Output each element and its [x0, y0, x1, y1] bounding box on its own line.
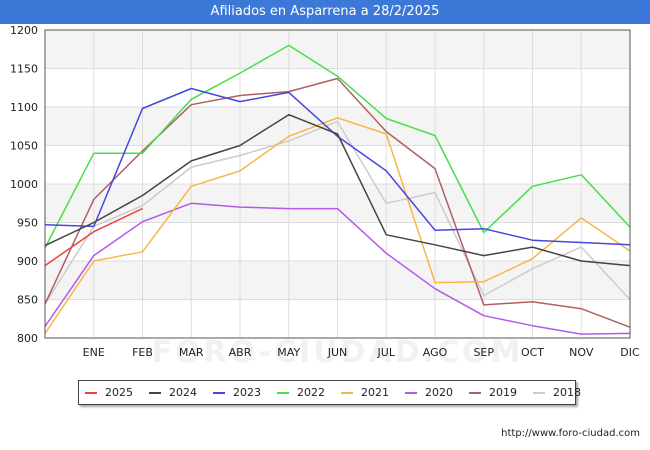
legend-swatch [213, 392, 225, 394]
x-tick-label: NOV [569, 346, 594, 359]
legend-label: 2024 [169, 386, 197, 399]
x-tick-label: JUL [377, 346, 396, 359]
x-tick-label: MAY [277, 346, 300, 359]
source-url[interactable]: http://www.foro-ciudad.com [501, 428, 640, 439]
series-line-2025 [44, 207, 143, 267]
x-tick-label: OCT [521, 346, 544, 359]
series-line-2022 [44, 44, 631, 249]
legend-item-2025: 2025 [85, 381, 133, 404]
series-line-2023 [44, 87, 631, 246]
legend-swatch [533, 392, 545, 394]
x-tick-label: MAR [179, 346, 204, 359]
y-tick-label: 1050 [10, 140, 38, 153]
legend-swatch [149, 392, 161, 394]
series-line-2019 [44, 77, 631, 328]
legend-swatch [469, 392, 481, 394]
legend-item-2024: 2024 [149, 381, 197, 404]
title-bar [0, 0, 650, 24]
y-tick-label: 1000 [10, 178, 38, 191]
series-line-2020 [44, 202, 631, 335]
legend-label: 2025 [105, 386, 133, 399]
legend-swatch [341, 392, 353, 394]
series-line-2018 [44, 120, 631, 305]
legend-label: 2020 [425, 386, 453, 399]
chart-title: Afiliados en Asparrena a 28/2/2025 [210, 4, 440, 19]
legend-swatch [405, 392, 417, 394]
x-tick-label: SEP [473, 346, 494, 359]
legend-item-2018: 2018 [533, 381, 581, 404]
legend-label: 2022 [297, 386, 325, 399]
legend-label: 2019 [489, 386, 517, 399]
y-tick-label: 850 [17, 294, 38, 307]
legend-swatch [277, 392, 289, 394]
legend-item-2022: 2022 [277, 381, 325, 404]
watermark: FORO-CIUDAD.COM [152, 335, 524, 370]
legend-label: 2023 [233, 386, 261, 399]
x-tick-label: DIC [620, 346, 640, 359]
plot-frame [44, 29, 631, 339]
y-tick-label: 800 [17, 332, 38, 345]
legend-swatch [85, 392, 97, 394]
y-tick-label: 1200 [10, 24, 38, 37]
legend-item-2019: 2019 [469, 381, 517, 404]
legend-item-2023: 2023 [213, 381, 261, 404]
series-line-2024 [44, 113, 631, 267]
y-tick-label: 1150 [10, 63, 38, 76]
legend-item-2020: 2020 [405, 381, 453, 404]
series-line-2021 [44, 117, 631, 334]
x-tick-label: JUN [327, 346, 348, 359]
y-tick-label: 900 [17, 255, 38, 268]
legend-item-2021: 2021 [341, 381, 389, 404]
legend-label: 2021 [361, 386, 389, 399]
y-tick-label: 950 [17, 217, 38, 230]
legend-label: 2018 [553, 386, 581, 399]
x-tick-label: ABR [229, 346, 252, 359]
y-tick-label: 1100 [10, 101, 38, 114]
x-tick-label: AGO [423, 346, 448, 359]
x-tick-label: FEB [132, 346, 153, 359]
x-tick-label: ENE [83, 346, 105, 359]
legend: 2025 2024 2023 2022 2021 2020 2019 2018 [78, 380, 581, 405]
